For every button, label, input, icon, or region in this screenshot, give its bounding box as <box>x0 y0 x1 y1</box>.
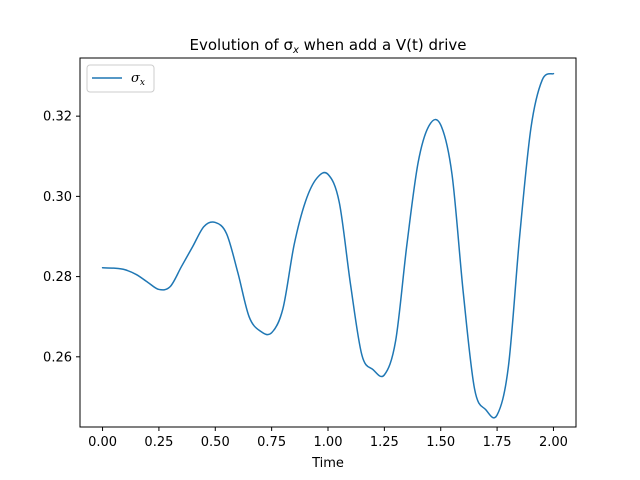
chart-title-subscript: x <box>292 45 299 56</box>
y-tick-label: 0.30 <box>43 190 72 205</box>
x-tick-label: 2.00 <box>539 435 568 450</box>
chart-title-suffix: when add a V(t) drive <box>299 36 467 54</box>
chart-title-main: Evolution of σ <box>190 36 294 54</box>
plot-layer <box>101 72 555 419</box>
x-tick-label: 0.25 <box>144 435 173 450</box>
x-tick-label: 0.00 <box>88 435 117 450</box>
y-tick-label: 0.28 <box>43 270 72 285</box>
x-tick-label: 1.50 <box>426 435 455 450</box>
chart-title: Evolution of σx when add a V(t) drive <box>190 36 467 56</box>
legend-label-sigma-x: σx <box>131 71 145 88</box>
legend-label-main: σ <box>131 71 141 86</box>
x-tick-label: 1.25 <box>370 435 399 450</box>
x-tick-label: 0.75 <box>257 435 286 450</box>
x-tick-label: 1.75 <box>483 435 512 450</box>
x-tick-label: 0.50 <box>201 435 230 450</box>
series-line-0 <box>101 72 555 419</box>
x-tick-label: 1.00 <box>314 435 343 450</box>
y-tick-label: 0.26 <box>43 350 72 365</box>
y-axis-ticks: 0.26 0.28 0.30 0.32 <box>43 110 80 365</box>
x-axis-label: Time <box>311 456 344 471</box>
y-tick-label: 0.32 <box>43 110 72 125</box>
legend: σx <box>86 64 155 93</box>
legend-label-subscript: x <box>140 78 145 88</box>
x-axis-ticks: 0.00 0.25 0.50 0.75 1.00 1.25 1.50 1.75 2.00 <box>88 427 568 450</box>
